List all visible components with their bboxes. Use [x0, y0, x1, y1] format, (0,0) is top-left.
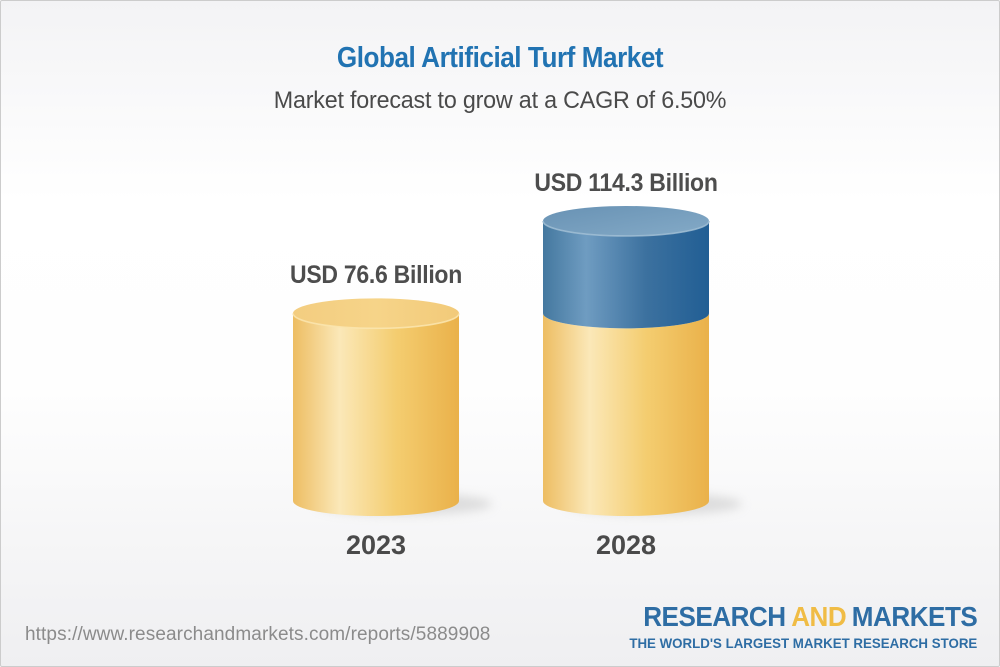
bars-group — [292, 205, 742, 516]
value-label-2023: USD 76.6 Billion — [290, 261, 462, 290]
logo-word-and: AND — [790, 601, 846, 632]
logo-word-markets: MARKETS — [851, 601, 977, 632]
category-label-2028: 2028 — [595, 530, 657, 560]
researchandmarkets-logo: RESEARCH AND MARKETS THE WORLD'S LARGEST M… — [611, 601, 978, 652]
logo-word-research: RESEARCH — [642, 601, 786, 632]
cylinder-segment-2028-base — [543, 313, 709, 516]
report-url[interactable]: https://www.researchandmarkets.com/repor… — [25, 624, 491, 645]
cylinder-rim-highlight-2023 — [292, 313, 460, 330]
category-label-2023: 2023 — [345, 530, 407, 560]
cylinder-segment-2028-growth — [543, 220, 709, 329]
logo-tagline: THE WORLD'S LARGEST MARKET RESEARCH STOR… — [629, 635, 977, 651]
value-label-2028: USD 114.3 Billion — [534, 168, 718, 197]
logo-wordmark: RESEARCH AND MARKETS — [636, 601, 978, 632]
cylinder-top-2028 — [543, 205, 709, 236]
cylinder-segment-2023-base — [293, 313, 459, 516]
chart-title: Global Artificial Turf Market — [336, 42, 664, 74]
chart-subtitle: Market forecast to grow at a CAGR of 6.5… — [273, 87, 727, 114]
cylinder-rim-highlight-2028 — [542, 220, 710, 237]
cylinder-top-2023 — [293, 298, 459, 329]
